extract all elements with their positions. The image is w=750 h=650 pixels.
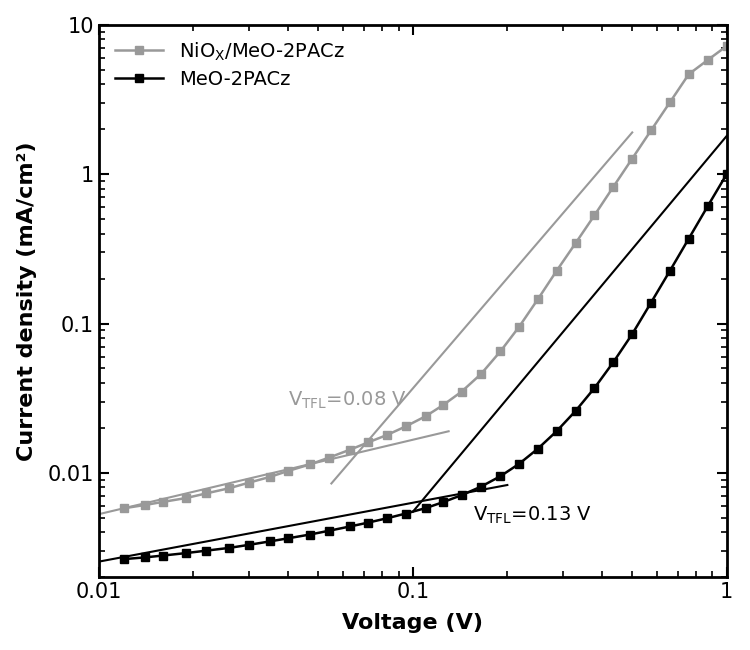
MeO-2PACz (225, 544, 234, 552)
NiO$_\mathregular{X}$/MeO-2PACz (182, 494, 191, 502)
MeO-2PACz (628, 330, 637, 338)
NiO$_\mathregular{X}$/MeO-2PACz (552, 267, 561, 275)
MeO-2PACz (266, 538, 274, 545)
MeO-2PACz (722, 170, 731, 178)
MeO-2PACz (119, 555, 128, 563)
MeO-2PACz (202, 547, 211, 554)
MeO-2PACz (422, 504, 430, 512)
MeO-2PACz (158, 552, 167, 560)
NiO$_\mathregular{X}$/MeO-2PACz (284, 467, 292, 475)
NiO$_\mathregular{X}$/MeO-2PACz (476, 370, 485, 378)
NiO$_\mathregular{X}$/MeO-2PACz (346, 446, 355, 454)
MeO-2PACz (609, 358, 618, 366)
NiO$_\mathregular{X}$/MeO-2PACz (571, 239, 580, 247)
MeO-2PACz (140, 554, 149, 562)
NiO$_\mathregular{X}$/MeO-2PACz (422, 412, 430, 420)
MeO-2PACz (571, 407, 580, 415)
MeO-2PACz (457, 491, 466, 499)
MeO-2PACz (324, 527, 333, 535)
MeO-2PACz (439, 498, 448, 506)
NiO$_\mathregular{X}$/MeO-2PACz (722, 42, 731, 50)
MeO-2PACz (364, 519, 373, 526)
MeO-2PACz (182, 549, 191, 557)
NiO$_\mathregular{X}$/MeO-2PACz (590, 211, 599, 219)
NiO$_\mathregular{X}$/MeO-2PACz (140, 501, 149, 509)
MeO-2PACz (476, 483, 485, 491)
NiO$_\mathregular{X}$/MeO-2PACz (665, 98, 674, 106)
NiO$_\mathregular{X}$/MeO-2PACz (225, 484, 234, 492)
NiO$_\mathregular{X}$/MeO-2PACz (202, 489, 211, 497)
MeO-2PACz (684, 235, 693, 242)
MeO-2PACz (646, 299, 656, 307)
X-axis label: Voltage (V): Voltage (V) (342, 614, 483, 633)
NiO$_\mathregular{X}$/MeO-2PACz (457, 388, 466, 396)
MeO-2PACz (704, 202, 712, 210)
Y-axis label: Current density (mA/cm²): Current density (mA/cm²) (16, 141, 37, 461)
NiO$_\mathregular{X}$/MeO-2PACz (609, 183, 618, 191)
MeO-2PACz (346, 523, 355, 530)
Text: V$_\mathregular{TFL}$=0.08 V: V$_\mathregular{TFL}$=0.08 V (288, 390, 407, 411)
NiO$_\mathregular{X}$/MeO-2PACz (439, 401, 448, 409)
NiO$_\mathregular{X}$/MeO-2PACz (383, 431, 392, 439)
Line: NiO$_\mathregular{X}$/MeO-2PACz: NiO$_\mathregular{X}$/MeO-2PACz (120, 42, 730, 512)
Legend: NiO$_\mathregular{X}$/MeO-2PACz, MeO-2PACz: NiO$_\mathregular{X}$/MeO-2PACz, MeO-2PA… (106, 32, 352, 97)
MeO-2PACz (665, 267, 674, 275)
NiO$_\mathregular{X}$/MeO-2PACz (684, 70, 693, 78)
NiO$_\mathregular{X}$/MeO-2PACz (119, 504, 128, 512)
Line: MeO-2PACz: MeO-2PACz (120, 170, 730, 563)
NiO$_\mathregular{X}$/MeO-2PACz (266, 473, 274, 481)
NiO$_\mathregular{X}$/MeO-2PACz (244, 479, 254, 487)
MeO-2PACz (590, 384, 599, 392)
MeO-2PACz (244, 541, 254, 549)
Text: V$_\mathregular{TFL}$=0.13 V: V$_\mathregular{TFL}$=0.13 V (472, 504, 592, 526)
NiO$_\mathregular{X}$/MeO-2PACz (628, 155, 637, 162)
NiO$_\mathregular{X}$/MeO-2PACz (364, 439, 373, 447)
NiO$_\mathregular{X}$/MeO-2PACz (514, 323, 523, 331)
NiO$_\mathregular{X}$/MeO-2PACz (158, 498, 167, 506)
NiO$_\mathregular{X}$/MeO-2PACz (305, 460, 314, 468)
NiO$_\mathregular{X}$/MeO-2PACz (496, 348, 505, 356)
MeO-2PACz (383, 514, 392, 522)
NiO$_\mathregular{X}$/MeO-2PACz (533, 296, 542, 304)
MeO-2PACz (533, 445, 542, 452)
MeO-2PACz (514, 460, 523, 468)
MeO-2PACz (496, 473, 505, 480)
MeO-2PACz (284, 534, 292, 542)
MeO-2PACz (552, 427, 561, 435)
NiO$_\mathregular{X}$/MeO-2PACz (401, 422, 410, 430)
NiO$_\mathregular{X}$/MeO-2PACz (704, 56, 712, 64)
NiO$_\mathregular{X}$/MeO-2PACz (324, 454, 333, 462)
MeO-2PACz (305, 530, 314, 538)
MeO-2PACz (401, 510, 410, 517)
NiO$_\mathregular{X}$/MeO-2PACz (646, 127, 656, 135)
